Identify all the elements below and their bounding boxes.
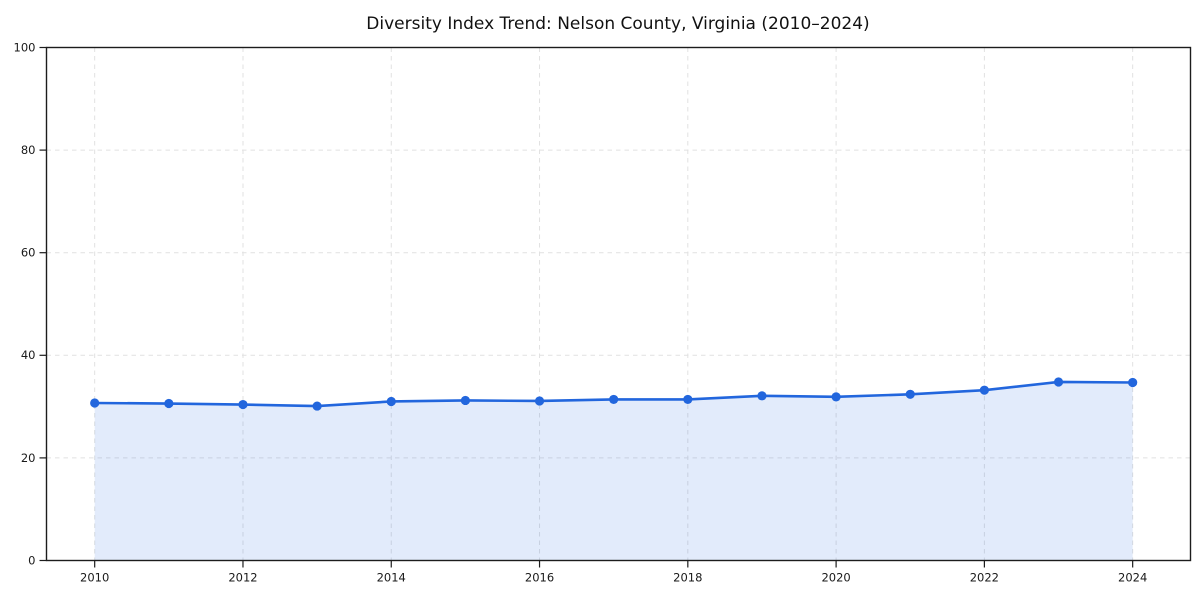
data-point-2010 [90, 398, 100, 408]
y-tick-label: 60 [21, 246, 36, 260]
x-tick-label: 2016 [525, 571, 554, 585]
data-point-2024 [1128, 377, 1138, 388]
area-fill [94, 381, 1133, 561]
data-point-2020 [831, 392, 841, 402]
data-point-2011 [164, 398, 174, 409]
data-point-2022 [979, 385, 989, 395]
data-point-2013 [312, 401, 322, 411]
x-tick-label: 2014 [377, 571, 406, 585]
data-point-2023 [1053, 377, 1064, 387]
y-tick-label: 20 [21, 451, 36, 465]
data-point-2017 [609, 394, 619, 405]
y-tick-label: 100 [14, 40, 36, 54]
y-tick-label: 40 [21, 348, 36, 362]
data-point-2019 [757, 391, 767, 401]
x-tick-label: 2012 [228, 571, 257, 585]
data-points [90, 377, 1138, 411]
data-point-2016 [534, 396, 545, 406]
data-point-2015 [460, 395, 470, 406]
x-tick-label: 2024 [1118, 571, 1147, 585]
chart-title: Diversity Index Trend: Nelson County, Vi… [366, 14, 870, 34]
x-tick-label: 2022 [970, 571, 999, 585]
data-point-2014 [386, 396, 396, 407]
y-tick-label: 80 [21, 143, 36, 157]
gridlines [46, 47, 1191, 561]
data-point-2018 [683, 394, 693, 405]
y-tick-label: 0 [28, 553, 35, 567]
plot-frame [45, 46, 1192, 562]
axes-ticks-labels: 0 20 40 60 80 100 2010 2012 2014 2016 2018 2020 2022… [14, 40, 1148, 584]
x-tick-label: 2020 [821, 571, 850, 585]
data-point-2021 [905, 389, 915, 399]
x-tick-label: 2010 [80, 571, 109, 585]
x-tick-label: 2018 [673, 571, 702, 585]
data-point-2012 [238, 399, 248, 410]
